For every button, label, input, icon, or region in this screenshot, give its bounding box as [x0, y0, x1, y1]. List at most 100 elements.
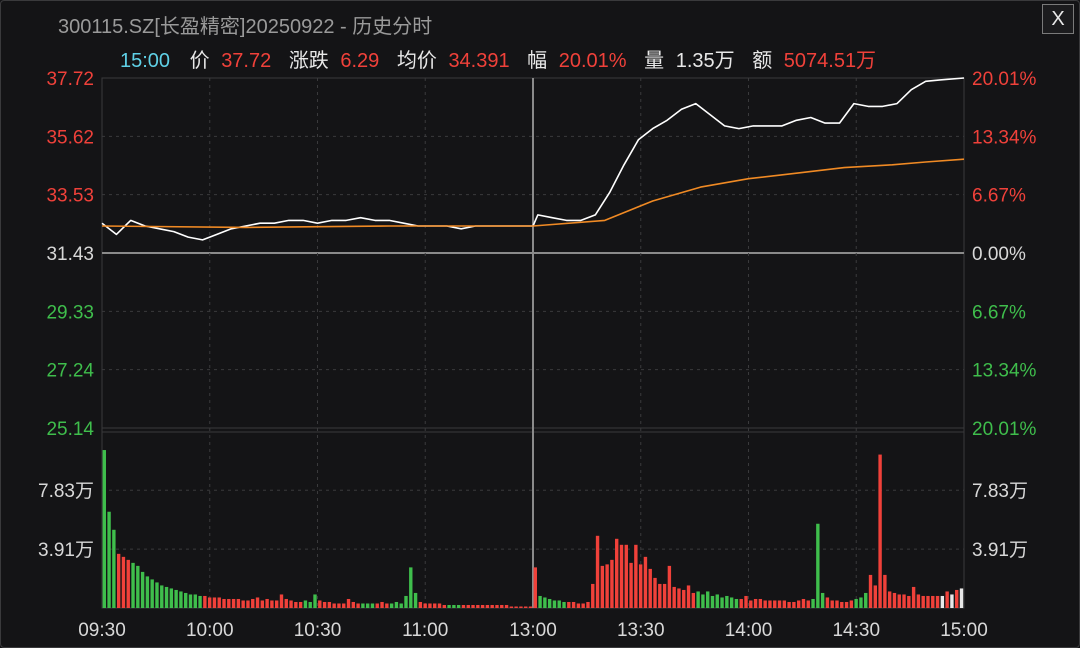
volume-bar: [179, 591, 183, 608]
volume-tick-label-right: 3.91万: [972, 540, 1028, 561]
avg-label: 均价: [396, 50, 437, 72]
volume-bar: [571, 601, 576, 608]
pct-value: 20.01%: [558, 50, 627, 72]
amount-value: 5074.51万: [783, 50, 877, 72]
price-value: 37.72: [221, 50, 272, 72]
time-tick-label: 13:00: [509, 620, 557, 641]
volume-bar: [677, 588, 681, 608]
volume-bar: [940, 595, 945, 608]
volume-bar: [854, 598, 858, 608]
volume-bar: [907, 595, 911, 608]
volume-bar: [222, 598, 226, 608]
volume-bar: [615, 538, 619, 608]
pct-tick-label: 6.67%: [972, 302, 1026, 323]
volume-tick-label-right: 7.83万: [972, 481, 1028, 502]
volume-bar: [638, 564, 643, 608]
quote-time: 15:00: [120, 50, 171, 72]
volume-bar: [217, 597, 221, 608]
volume-bar: [356, 603, 360, 608]
volume-bar: [476, 604, 480, 608]
volume-bar: [380, 601, 384, 608]
volume-bar: [547, 598, 552, 608]
volume-bar: [557, 600, 561, 608]
time-tick-label: 15:00: [940, 620, 988, 641]
change-label: 涨跌: [288, 50, 329, 72]
volume-bar: [284, 598, 288, 608]
price-tick-label: 25.14: [46, 419, 94, 440]
volume-bar: [897, 594, 901, 608]
volume-bar: [270, 600, 274, 608]
volume-bar: [682, 589, 686, 608]
volume-bar: [753, 598, 758, 608]
volume-bar: [327, 601, 332, 608]
amount-label: 额: [752, 50, 773, 72]
volume-bar: [921, 595, 925, 608]
volume-bar: [461, 604, 466, 608]
volume-bar: [595, 535, 600, 608]
volume-bar: [399, 603, 403, 608]
volume-bar: [370, 603, 375, 608]
volume-bar: [260, 600, 265, 608]
volume-bar: [624, 544, 628, 608]
close-button[interactable]: X: [1042, 4, 1074, 34]
volume-bar: [207, 597, 212, 608]
volume-bar: [251, 598, 255, 608]
volume-bar: [945, 591, 949, 608]
volume-bar: [456, 604, 461, 608]
volume-bar: [902, 594, 906, 608]
volume-bar: [203, 595, 207, 608]
volume-bar: [131, 562, 135, 608]
volume-bar: [562, 601, 566, 608]
volume-bar: [447, 604, 451, 608]
volume-bar: [840, 601, 844, 608]
volume-bar: [959, 588, 964, 608]
volume-bar: [413, 592, 418, 608]
volume-bar: [294, 601, 298, 608]
volume-bar: [648, 568, 652, 608]
volume-bar: [844, 601, 849, 608]
volume-bar: [576, 603, 581, 608]
volume-bar: [935, 595, 940, 608]
volume-bar: [658, 583, 662, 608]
volume-bar: [184, 592, 188, 608]
volume-bar: [322, 601, 327, 608]
volume-bar: [600, 565, 605, 608]
volume-bar: [500, 604, 504, 608]
volume-bar: [701, 594, 705, 608]
volume-bar: [394, 601, 399, 608]
price-tick-label: 27.24: [46, 361, 94, 382]
time-tick-label: 10:00: [186, 620, 234, 641]
volume-bar: [868, 574, 873, 608]
volume-bar: [892, 592, 897, 608]
volume-bar: [820, 592, 825, 608]
volume-bar: [313, 594, 317, 608]
volume-bar: [485, 604, 490, 608]
volume-bar: [911, 586, 916, 608]
volume-bar: [495, 604, 499, 608]
volume-bar: [169, 588, 174, 608]
volume-bar: [404, 595, 408, 608]
volume-bar: [188, 594, 193, 608]
volume-bar: [744, 595, 748, 608]
volume-bar: [619, 544, 624, 608]
volume-bar: [586, 601, 590, 608]
pct-tick-label: 20.01%: [972, 419, 1037, 440]
volume-bar: [758, 598, 763, 608]
volume-bar: [433, 603, 437, 608]
volume-bar: [811, 598, 815, 608]
pct-tick-label: 13.34%: [972, 361, 1037, 382]
volume-bar: [710, 595, 715, 608]
volume-bar: [150, 579, 154, 608]
volume-bar: [796, 600, 801, 608]
volume-bar: [471, 604, 475, 608]
volume-bar: [514, 606, 518, 608]
volume-bar: [931, 595, 935, 608]
quote-info-bar: 15:00 价 37.72 涨跌 6.29 均价 34.391 幅 20.01%…: [120, 44, 888, 73]
volume-label: 量: [644, 50, 665, 72]
volume-bar: [926, 595, 930, 608]
volume-bar: [365, 603, 370, 608]
volume-bar: [140, 571, 145, 608]
volume-bar: [116, 553, 121, 608]
